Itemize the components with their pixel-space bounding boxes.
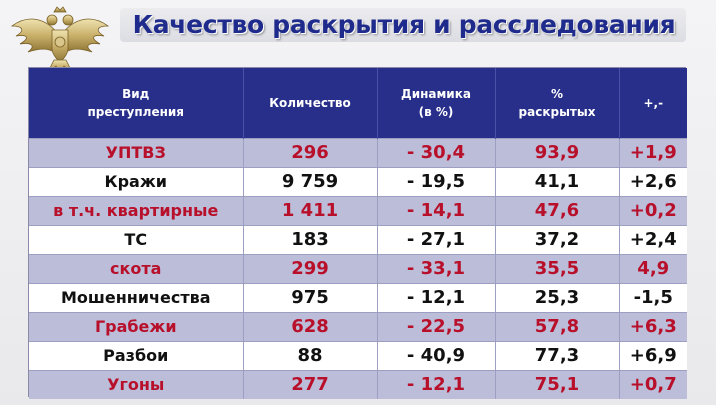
dynamics-cell: - 14,1 bbox=[376, 195, 495, 225]
column-header: Количество bbox=[242, 68, 377, 138]
dynamics-cell: - 40,9 bbox=[376, 340, 495, 370]
count-cell: 183 bbox=[242, 224, 377, 254]
count-cell: 88 bbox=[242, 340, 377, 370]
header-line: Количество bbox=[269, 95, 351, 110]
dynamics-cell: - 27,1 bbox=[376, 224, 495, 254]
solved-percent-cell: 37,2 bbox=[494, 224, 619, 254]
change-cell: +6,3 bbox=[618, 311, 687, 341]
table-row: ТС 183 - 27,1 37,2 +2,4 bbox=[29, 224, 687, 254]
solved-percent-cell: 47,6 bbox=[494, 195, 619, 225]
change-cell: -1,5 bbox=[618, 282, 687, 312]
change-cell: +0,2 bbox=[618, 195, 687, 225]
header-line: Динамика bbox=[401, 86, 471, 101]
header-line: раскрытых bbox=[518, 104, 596, 119]
solved-percent-cell: 75,1 bbox=[494, 369, 619, 399]
count-cell: 299 bbox=[242, 253, 377, 283]
count-cell: 628 bbox=[242, 311, 377, 341]
table-row: Угоны 277 - 12,1 75,1 +0,7 bbox=[29, 369, 687, 399]
header-line: +,- bbox=[643, 95, 664, 110]
crime-type-cell: Кражи bbox=[29, 166, 243, 196]
count-cell: 277 bbox=[242, 369, 377, 399]
count-cell: 9 759 bbox=[242, 166, 377, 196]
count-cell: 296 bbox=[242, 137, 377, 167]
change-cell: +2,6 bbox=[618, 166, 687, 196]
crime-type-cell: в т.ч. квартирные bbox=[29, 195, 243, 225]
crime-type-cell: ТС bbox=[29, 224, 243, 254]
crime-type-cell: Грабежи bbox=[29, 311, 243, 341]
dynamics-cell: - 33,1 bbox=[376, 253, 495, 283]
count-cell: 1 411 bbox=[242, 195, 377, 225]
table-row: скота 299 - 33,1 35,5 4,9 bbox=[29, 253, 687, 283]
dynamics-cell: - 12,1 bbox=[376, 369, 495, 399]
dynamics-cell: - 22,5 bbox=[376, 311, 495, 341]
double-headed-eagle-icon bbox=[2, 4, 118, 76]
solved-percent-cell: 77,3 bbox=[494, 340, 619, 370]
table-row: Кражи 9 759 - 19,5 41,1 +2,6 bbox=[29, 166, 687, 196]
crime-type-cell: УПТВЗ bbox=[29, 137, 243, 167]
dynamics-cell: - 12,1 bbox=[376, 282, 495, 312]
table-row: Разбои 88 - 40,9 77,3 +6,9 bbox=[29, 340, 687, 370]
solved-percent-cell: 57,8 bbox=[494, 311, 619, 341]
change-cell: +6,9 bbox=[618, 340, 687, 370]
change-cell: 4,9 bbox=[618, 253, 687, 283]
solved-percent-cell: 41,1 bbox=[494, 166, 619, 196]
change-cell: +0,7 bbox=[618, 369, 687, 399]
column-header: Динамика (в %) bbox=[376, 68, 495, 138]
change-cell: +1,9 bbox=[618, 137, 687, 167]
crime-type-cell: Мошенничества bbox=[29, 282, 243, 312]
header-line: % bbox=[550, 86, 564, 101]
crime-type-cell: скота bbox=[29, 253, 243, 283]
dynamics-cell: - 30,4 bbox=[376, 137, 495, 167]
dynamics-cell: - 19,5 bbox=[376, 166, 495, 196]
column-header: +,- bbox=[618, 68, 687, 138]
solved-percent-cell: 25,3 bbox=[494, 282, 619, 312]
header-line: (в %) bbox=[418, 104, 454, 119]
column-header: % раскрытых bbox=[494, 68, 619, 138]
solved-percent-cell: 93,9 bbox=[494, 137, 619, 167]
title-bar bbox=[120, 8, 686, 42]
crime-stats-table-container: Вид преступления Количество Динамика (в … bbox=[28, 67, 687, 399]
header-line: Вид bbox=[122, 86, 150, 101]
table-row: Мошенничества 975 - 12,1 25,3 -1,5 bbox=[29, 282, 687, 312]
crime-type-cell: Разбои bbox=[29, 340, 243, 370]
table-row: в т.ч. квартирные 1 411 - 14,1 47,6 +0,2 bbox=[29, 195, 687, 225]
page-title: Качество раскрытия и расследования bbox=[132, 10, 676, 39]
table-row: Грабежи 628 - 22,5 57,8 +6,3 bbox=[29, 311, 687, 341]
crime-stats-table: Вид преступления Количество Динамика (в … bbox=[29, 68, 687, 399]
table-header-row: Вид преступления Количество Динамика (в … bbox=[29, 68, 687, 138]
column-header: Вид преступления bbox=[29, 68, 243, 138]
change-cell: +2,4 bbox=[618, 224, 687, 254]
count-cell: 975 bbox=[242, 282, 377, 312]
solved-percent-cell: 35,5 bbox=[494, 253, 619, 283]
crime-type-cell: Угоны bbox=[29, 369, 243, 399]
table-row: УПТВЗ 296 - 30,4 93,9 +1,9 bbox=[29, 137, 687, 167]
header-line: преступления bbox=[87, 104, 185, 119]
